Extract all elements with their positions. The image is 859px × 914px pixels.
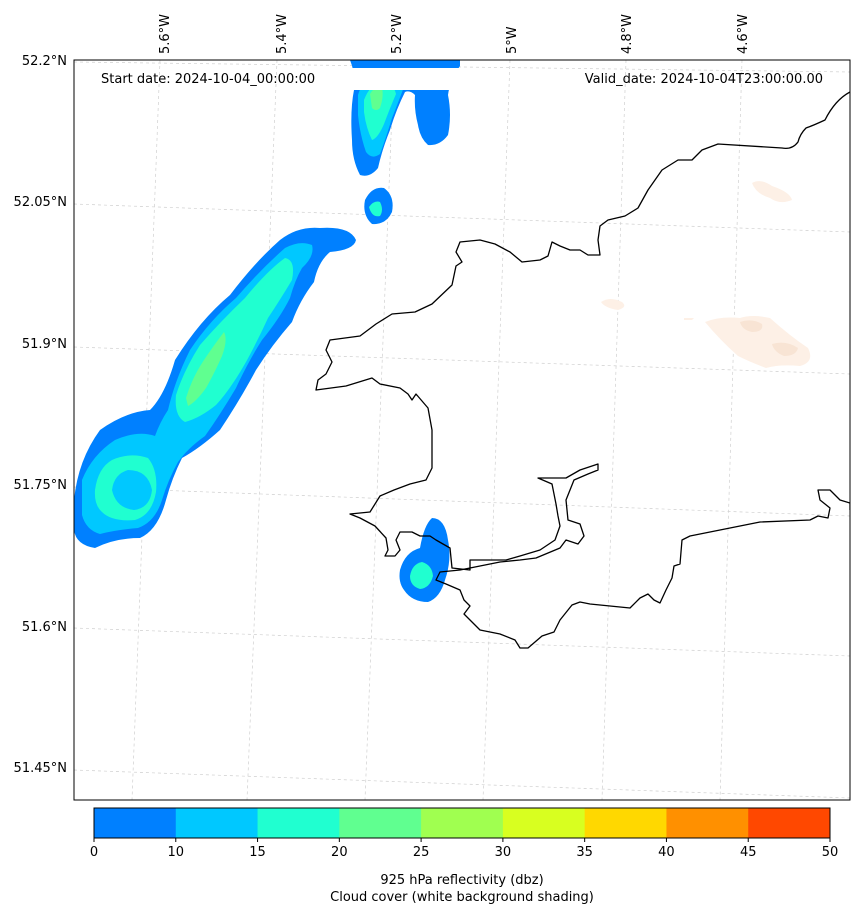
- lat-tick-label: 52.05°N: [14, 195, 67, 210]
- lat-tick-label: 52.2°N: [22, 54, 67, 69]
- colorbar-tick-label: 15: [249, 845, 266, 860]
- colorbar-segment: [421, 808, 504, 838]
- colorbar-segment: [748, 808, 831, 838]
- lat-tick-label: 51.45°N: [14, 761, 67, 776]
- colorbar-tick-label: 0: [90, 845, 98, 860]
- cloud-cover-shading: [601, 181, 811, 368]
- valid-date-label: Valid_date: 2024-10-04T23:00:00.00: [585, 72, 823, 87]
- longitude-tick-labels: 5.6°W 5.4°W 5.2°W 5°W 4.8°W 4.6°W: [158, 14, 751, 54]
- colorbar-tick-label: 50: [822, 845, 839, 860]
- colorbar-tick-label: 20: [331, 845, 348, 860]
- colorbar-tick-label: 35: [576, 845, 593, 860]
- lon-tick-label: 5°W: [505, 26, 520, 54]
- colorbar-segment: [584, 808, 667, 838]
- lon-tick-label: 4.8°W: [620, 14, 635, 54]
- colorbar-segment: [257, 808, 340, 838]
- lat-tick-label: 51.6°N: [22, 620, 67, 635]
- colorbar-frame: [93, 807, 831, 839]
- colorbar: [93, 807, 831, 839]
- colorbar-segment: [666, 808, 749, 838]
- start-date-label: Start date: 2024-10-04_00:00:00: [101, 72, 315, 87]
- colorbar-segment: [175, 808, 259, 838]
- colorbar-segment: [502, 808, 586, 838]
- coastline: [315, 91, 850, 649]
- lon-tick-label: 5.2°W: [390, 14, 405, 54]
- colorbar-tick-label: 25: [413, 845, 430, 860]
- colorbar-segment: [339, 808, 422, 838]
- lat-tick-label: 51.9°N: [22, 337, 67, 352]
- colorbar-tick-label: 10: [168, 845, 185, 860]
- reflectivity-band-southwest: [74, 227, 356, 548]
- colorbar-tick-labels: 0 10 15 20 25 30 35 40 45 50: [90, 838, 838, 860]
- colorbar-sublabel: Cloud cover (white background shading): [330, 890, 594, 905]
- colorbar-segment: [94, 808, 177, 838]
- lon-tick-label: 4.6°W: [736, 14, 751, 54]
- colorbar-tick-label: 40: [658, 845, 675, 860]
- colorbar-tick-label: 30: [495, 845, 512, 860]
- latitude-tick-labels: 52.2°N 52.05°N 51.9°N 51.75°N 51.6°N 51.…: [14, 54, 67, 776]
- map-frame: [73, 59, 851, 801]
- colorbar-label: 925 hPa reflectivity (dbz): [380, 873, 543, 888]
- reflectivity-cells-north: [350, 60, 462, 225]
- lon-tick-label: 5.6°W: [158, 14, 173, 54]
- lon-tick-label: 5.4°W: [275, 14, 290, 54]
- colorbar-tick-label: 45: [740, 845, 757, 860]
- lat-tick-label: 51.75°N: [14, 478, 67, 493]
